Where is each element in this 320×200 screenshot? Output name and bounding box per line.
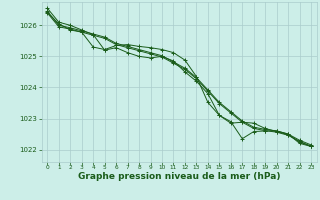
X-axis label: Graphe pression niveau de la mer (hPa): Graphe pression niveau de la mer (hPa): [78, 172, 280, 181]
